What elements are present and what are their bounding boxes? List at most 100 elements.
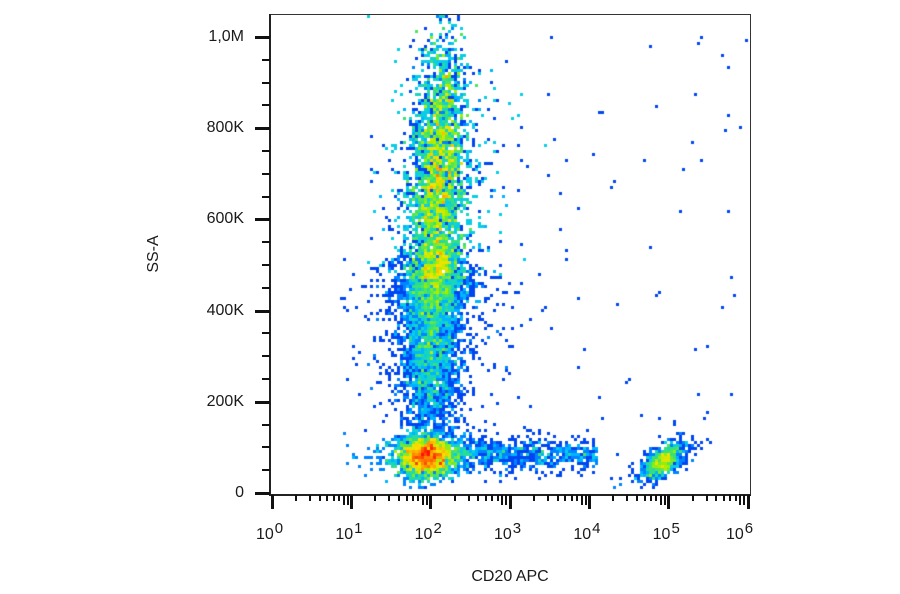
x-minor-tick — [388, 495, 391, 501]
x-tick-exponent: 1 — [354, 520, 363, 537]
x-minor-tick — [405, 495, 408, 501]
y-tick-label: 0 — [235, 484, 244, 501]
x-minor-tick — [546, 495, 549, 501]
y-major-tick — [255, 218, 270, 222]
y-minor-tick — [262, 469, 270, 472]
x-major-tick — [746, 495, 750, 509]
x-minor-tick — [729, 495, 732, 501]
x-minor-tick — [739, 495, 742, 505]
y-tick-label: 1,0M — [208, 28, 244, 45]
x-minor-tick — [612, 495, 615, 501]
y-minor-tick — [262, 195, 270, 198]
x-minor-tick — [743, 495, 746, 505]
x-tick-label: 104 — [573, 520, 600, 544]
x-major-tick — [508, 495, 512, 509]
y-major-tick — [255, 36, 270, 39]
x-minor-tick — [570, 495, 573, 501]
x-major-tick — [270, 495, 274, 509]
y-axis-title: SS-A — [145, 235, 162, 273]
x-minor-tick — [318, 495, 321, 501]
x-tick-label: 100 — [256, 520, 283, 544]
x-minor-tick — [417, 495, 420, 501]
x-tick-exponent: 5 — [671, 520, 680, 537]
x-minor-tick — [332, 495, 335, 501]
y-major-tick — [255, 492, 270, 495]
y-minor-tick — [262, 58, 270, 61]
x-tick-base: 10 — [652, 526, 671, 543]
x-minor-tick — [467, 495, 470, 501]
x-minor-tick — [705, 495, 708, 501]
y-minor-tick — [262, 355, 270, 358]
x-minor-tick — [342, 495, 345, 505]
x-minor-tick — [636, 495, 639, 501]
y-tick-label: 200K — [206, 392, 244, 410]
y-minor-tick — [262, 378, 270, 380]
y-tick-label: 600K — [206, 210, 244, 228]
x-minor-tick — [421, 495, 424, 505]
x-major-tick — [587, 495, 591, 509]
x-minor-tick — [398, 495, 401, 501]
x-tick-label: 102 — [414, 520, 442, 544]
x-minor-tick — [453, 495, 456, 501]
x-minor-tick — [715, 495, 718, 501]
x-minor-tick — [496, 495, 499, 501]
x-minor-tick — [643, 495, 646, 501]
y-minor-tick — [262, 264, 270, 266]
x-tick-base: 10 — [414, 526, 433, 543]
x-tick-base: 10 — [256, 526, 274, 543]
x-tick-label: 103 — [494, 520, 521, 544]
y-tick-label: 400K — [206, 301, 244, 319]
y-minor-tick — [262, 332, 270, 335]
x-minor-tick — [294, 495, 297, 501]
y-minor-tick — [262, 241, 270, 244]
x-minor-tick — [556, 495, 559, 501]
x-minor-tick — [691, 495, 694, 501]
x-tick-label: 105 — [652, 520, 680, 544]
y-minor-tick — [262, 150, 270, 152]
x-tick-exponent: 0 — [274, 520, 284, 537]
y-minor-tick — [262, 104, 270, 107]
x-axis-title: CD20 APC — [471, 568, 549, 585]
density-scatter-plot — [271, 15, 751, 494]
x-minor-tick — [664, 495, 667, 505]
x-minor-tick — [338, 495, 341, 501]
y-minor-tick — [262, 423, 270, 426]
x-minor-tick — [346, 495, 349, 505]
x-minor-tick — [734, 495, 737, 501]
x-minor-tick — [374, 495, 377, 501]
x-minor-tick — [564, 495, 567, 501]
x-minor-tick — [580, 495, 583, 505]
x-minor-tick — [501, 495, 504, 505]
x-major-tick — [429, 495, 433, 509]
y-minor-tick — [262, 81, 270, 84]
x-tick-exponent: 4 — [592, 520, 601, 537]
x-minor-tick — [659, 495, 662, 505]
x-tick-exponent: 6 — [744, 520, 754, 537]
x-minor-tick — [326, 495, 329, 501]
x-tick-label: 106 — [726, 520, 753, 544]
x-tick-base: 10 — [494, 526, 512, 543]
y-minor-tick — [262, 446, 270, 449]
x-minor-tick — [308, 495, 311, 501]
y-major-tick — [255, 400, 270, 404]
x-minor-tick — [505, 495, 508, 505]
x-minor-tick — [491, 495, 494, 501]
x-minor-tick — [412, 495, 415, 501]
x-minor-tick — [650, 495, 653, 501]
y-minor-tick — [262, 286, 270, 289]
x-tick-exponent: 2 — [433, 520, 442, 537]
x-minor-tick — [426, 495, 429, 505]
x-tick-base: 10 — [726, 526, 744, 543]
x-major-tick — [349, 495, 353, 509]
x-tick-base: 10 — [335, 526, 354, 543]
x-minor-tick — [626, 495, 629, 501]
x-tick-base: 10 — [573, 526, 592, 543]
x-minor-tick — [485, 495, 488, 501]
x-minor-tick — [723, 495, 726, 501]
y-minor-tick — [262, 172, 270, 175]
x-minor-tick — [576, 495, 579, 501]
y-major-tick — [255, 309, 270, 313]
y-tick-label: 800K — [206, 119, 244, 137]
x-minor-tick — [584, 495, 587, 505]
